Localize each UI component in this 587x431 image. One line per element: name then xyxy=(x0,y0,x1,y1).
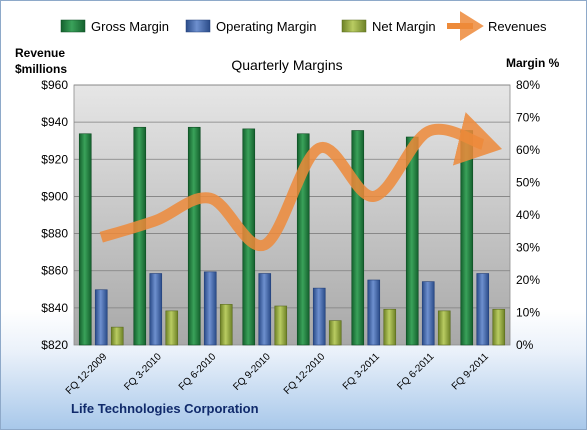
right-tick-label: 30% xyxy=(516,241,540,255)
bar-gross-margin xyxy=(187,126,201,346)
revenue-line-group xyxy=(99,112,503,251)
legend-item-gross-margin[interactable]: Gross Margin xyxy=(60,19,169,34)
x-tick-label: FQ 3-2011 xyxy=(341,351,382,392)
left-tick-label: $880 xyxy=(41,227,68,241)
left-tick-label: $960 xyxy=(41,78,68,92)
left-tick-label: $900 xyxy=(41,189,68,203)
right-tick-label: 80% xyxy=(516,78,540,92)
x-tick-label: FQ 3-2010 xyxy=(122,351,164,393)
right-tick-label: 60% xyxy=(516,143,540,157)
right-tick-label: 20% xyxy=(516,273,540,287)
x-tick-label: FQ 12-2009 xyxy=(64,351,110,397)
right-tick-label: 70% xyxy=(516,111,540,125)
bar-operating-margin xyxy=(367,279,381,346)
bar-operating-margin xyxy=(203,271,217,346)
bar-net-margin xyxy=(492,308,506,346)
bar-gross-margin xyxy=(133,126,147,346)
x-tick-label: FQ 9-2011 xyxy=(450,351,491,392)
right-tick-label: 10% xyxy=(516,306,540,320)
left-axis-ticks: $820 $840 $860 $880 $900 $920 $940 $960 xyxy=(41,78,68,352)
legend-label-gross-margin: Gross Margin xyxy=(91,19,169,34)
x-tick-label: FQ 12-2010 xyxy=(282,351,328,397)
left-tick-label: $860 xyxy=(41,264,68,278)
bar-operating-margin xyxy=(476,273,490,346)
legend-label-net-margin: Net Margin xyxy=(372,19,436,34)
bar-operating-margin xyxy=(149,273,163,346)
bars xyxy=(78,126,506,346)
bar-operating-margin xyxy=(421,281,435,346)
right-axis-ticks: 0% 10% 20% 30% 40% 50% 60% 70% 80% xyxy=(516,78,540,352)
left-tick-label: $840 xyxy=(41,301,68,315)
bar-net-margin xyxy=(165,310,179,346)
x-tick-label: FQ 6-2010 xyxy=(177,351,219,393)
bar-net-margin xyxy=(328,320,342,346)
x-tick-label: FQ 9-2010 xyxy=(231,351,273,393)
bar-net-margin xyxy=(274,305,288,346)
bar-net-margin xyxy=(219,304,233,346)
revenue-line xyxy=(99,112,503,251)
x-axis-ticks: FQ 12-2009 FQ 3-2010 FQ 6-2010 FQ 9-2010 FQ … xyxy=(64,351,491,397)
left-axis-title-line1: Revenue xyxy=(15,46,65,60)
x-tick-label: FQ 6-2011 xyxy=(395,351,436,392)
legend-item-net-margin[interactable]: Net Margin xyxy=(341,19,436,34)
legend-label-revenues: Revenues xyxy=(488,19,547,34)
bar-operating-margin xyxy=(312,287,326,346)
bar-gross-margin xyxy=(460,130,474,346)
bar-operating-margin xyxy=(258,273,272,346)
right-axis-title: Margin % xyxy=(506,56,560,70)
right-tick-label: 50% xyxy=(516,176,540,190)
left-tick-label: $920 xyxy=(41,152,68,166)
bar-net-margin xyxy=(437,310,451,346)
legend: Gross Margin Operating Margin Net Margin… xyxy=(60,11,547,41)
bar-net-margin xyxy=(110,326,124,346)
bar-operating-margin xyxy=(94,289,108,346)
legend-item-operating-margin[interactable]: Operating Margin xyxy=(185,19,316,34)
legend-item-revenues[interactable]: Revenues xyxy=(447,11,547,41)
bar-gross-margin xyxy=(78,133,92,346)
right-tick-label: 0% xyxy=(516,338,534,352)
bar-gross-margin xyxy=(351,130,365,346)
left-tick-label: $940 xyxy=(41,115,68,129)
chart-title: Quarterly Margins xyxy=(231,57,342,73)
left-tick-label: $820 xyxy=(41,338,68,352)
bar-net-margin xyxy=(383,308,397,346)
company-name: Life Technologies Corporation xyxy=(71,401,259,416)
bar-gross-margin xyxy=(405,136,419,346)
left-axis-title-line2: $millions xyxy=(15,62,67,76)
right-tick-label: 40% xyxy=(516,208,540,222)
legend-label-operating-margin: Operating Margin xyxy=(216,19,316,34)
